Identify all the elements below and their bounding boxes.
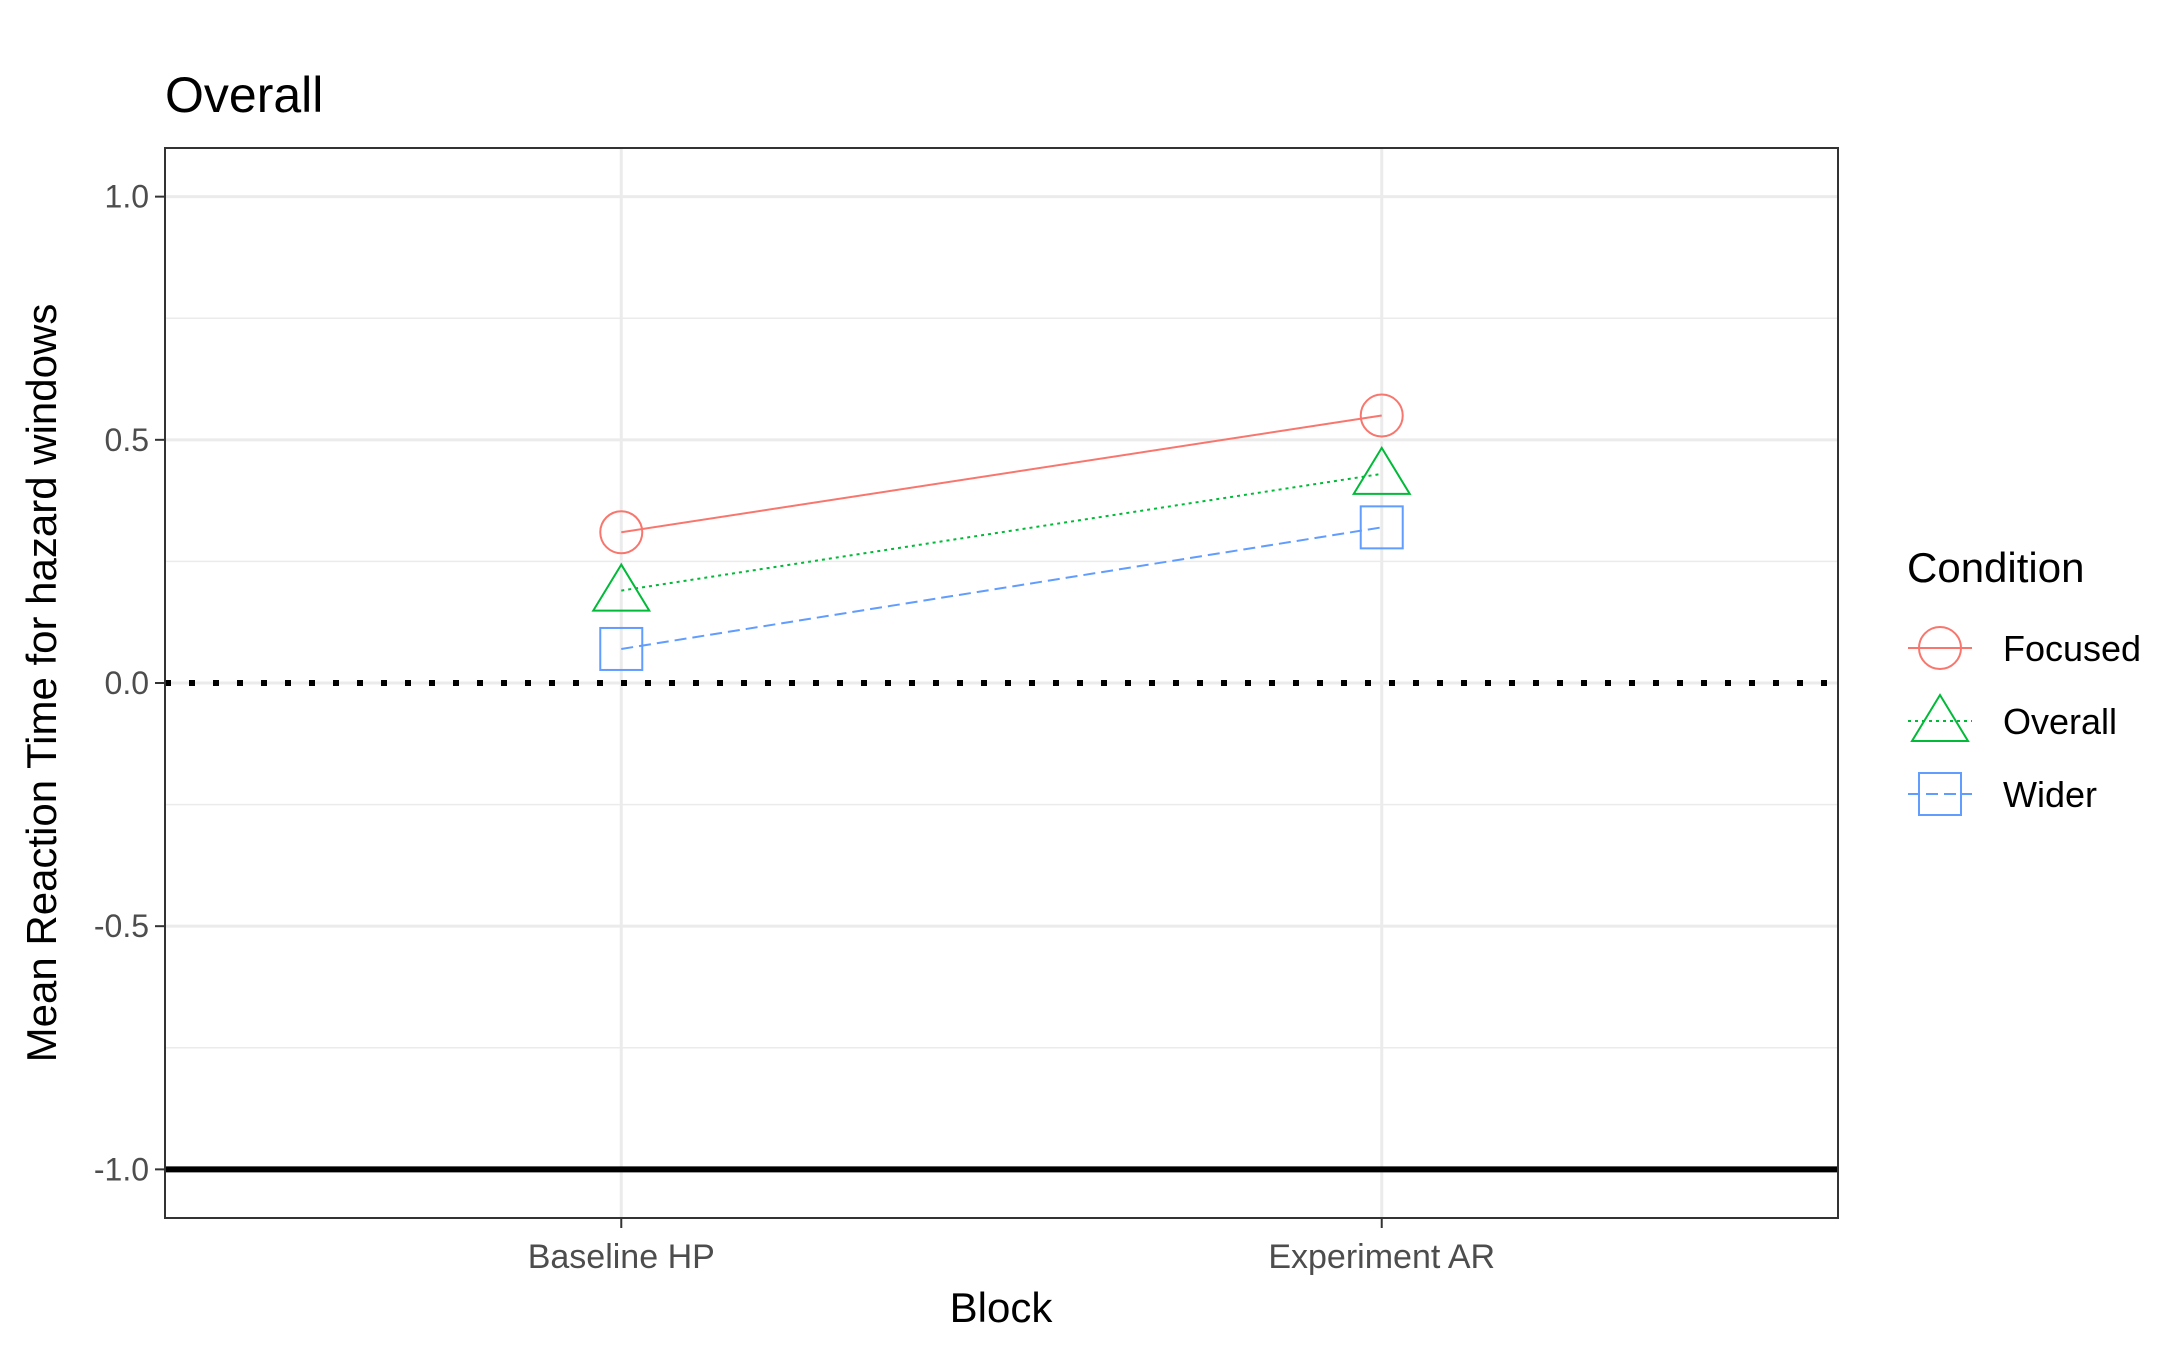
series-line-wider (621, 526, 1382, 650)
series-overall (591, 445, 1412, 612)
chart-title: Overall (165, 67, 323, 123)
series-layer (591, 393, 1412, 671)
data-point-overall (591, 562, 652, 612)
legend-item-overall: Overall (1908, 693, 2117, 742)
legend-key-marker-overall (1910, 693, 1970, 742)
legend: Condition Focused Overall Wider (1907, 544, 2141, 816)
x-tick-label: Baseline HP (528, 1238, 715, 1276)
legend-label-wider: Wider (2003, 774, 2097, 815)
y-tick-label: -0.5 (94, 908, 149, 944)
legend-key-marker-focused (1918, 626, 1962, 670)
legend-label-overall: Overall (2003, 701, 2117, 742)
y-tick-label: 0.0 (105, 665, 149, 701)
legend-item-wider: Wider (1908, 772, 2097, 816)
y-tick-label: 1.0 (105, 179, 149, 215)
series-focused (599, 393, 1404, 555)
legend-title: Condition (1907, 544, 2084, 591)
series-wider (599, 505, 1404, 671)
data-point-wider (599, 626, 644, 671)
data-point-focused (599, 510, 644, 555)
series-line-focused (621, 414, 1382, 534)
x-tick-label: Experiment AR (1268, 1238, 1495, 1276)
data-point-overall (1351, 445, 1412, 495)
legend-item-focused: Focused (1908, 626, 2141, 670)
legend-key-marker-wider (1918, 772, 1962, 816)
legend-label-focused: Focused (2003, 628, 2141, 669)
y-tick-label: -1.0 (94, 1151, 149, 1187)
reference-lines (165, 680, 1838, 1173)
legend-items: Focused Overall Wider (1908, 626, 2141, 816)
data-point-wider (1359, 505, 1404, 550)
y-axis: 1.0 0.5 0.0 -0.5 -1.0 (94, 179, 165, 1187)
y-axis-title: Mean Reaction Time for hazard windows (18, 304, 65, 1063)
x-axis-title: Block (950, 1284, 1054, 1331)
y-tick-label: 0.5 (105, 422, 149, 458)
series-line-overall (621, 472, 1382, 592)
data-point-focused (1359, 393, 1404, 438)
x-axis: Baseline HP Experiment AR (528, 1218, 1495, 1276)
